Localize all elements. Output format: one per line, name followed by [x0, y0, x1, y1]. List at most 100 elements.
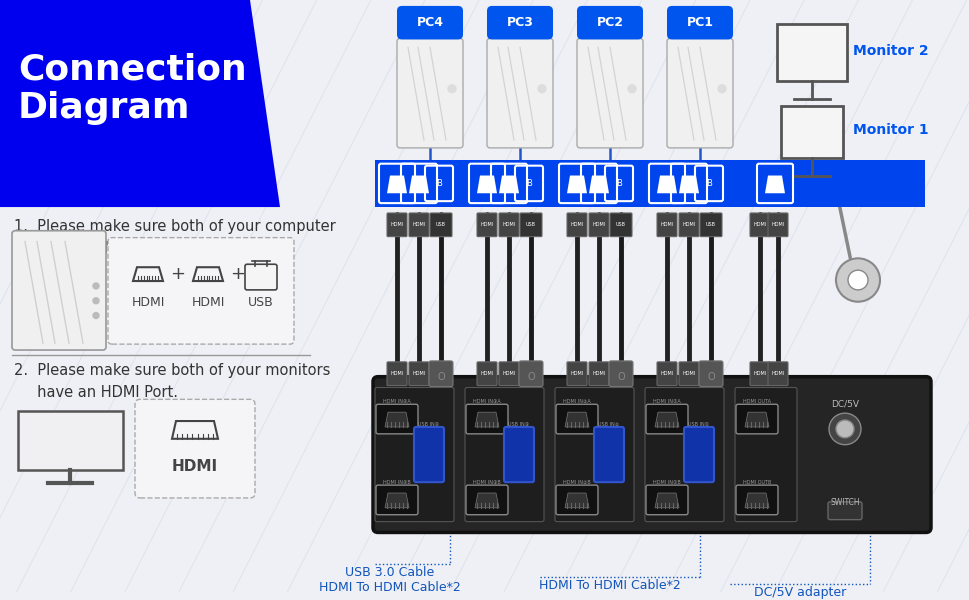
FancyBboxPatch shape — [477, 362, 496, 386]
FancyBboxPatch shape — [498, 362, 518, 386]
Text: HDMI IN①B: HDMI IN①B — [652, 480, 680, 485]
Text: HDMI IN②B: HDMI IN②B — [563, 480, 590, 485]
Text: USB IN②: USB IN② — [598, 422, 619, 427]
Circle shape — [828, 413, 860, 445]
Text: HDMI: HDMI — [570, 223, 583, 227]
Text: HDMI: HDMI — [592, 371, 605, 376]
Text: B: B — [525, 179, 531, 188]
Text: DC/5V: DC/5V — [830, 400, 859, 409]
Text: B: B — [615, 179, 621, 188]
Text: SWITCH: SWITCH — [829, 499, 859, 508]
FancyBboxPatch shape — [767, 213, 787, 236]
Text: O: O — [616, 371, 624, 382]
FancyBboxPatch shape — [518, 361, 543, 386]
Text: 1.  Please make sure both of your computer
     has 2 HDMI Ports + USB-A Port.: 1. Please make sure both of your compute… — [14, 219, 335, 256]
FancyBboxPatch shape — [735, 388, 797, 521]
FancyBboxPatch shape — [555, 404, 597, 434]
FancyBboxPatch shape — [387, 362, 407, 386]
FancyBboxPatch shape — [428, 361, 453, 386]
FancyBboxPatch shape — [464, 388, 544, 521]
FancyBboxPatch shape — [477, 213, 496, 236]
Bar — [780, 106, 842, 158]
FancyBboxPatch shape — [683, 427, 713, 482]
Text: HDMI IN③B: HDMI IN③B — [473, 480, 500, 485]
Text: PC1: PC1 — [686, 16, 713, 29]
Text: HDMI: HDMI — [172, 458, 218, 473]
Text: HDMI IN③A: HDMI IN③A — [473, 399, 500, 404]
Text: Monitor 1: Monitor 1 — [852, 123, 927, 137]
Circle shape — [93, 298, 99, 304]
Text: HDMI: HDMI — [191, 296, 225, 309]
FancyBboxPatch shape — [667, 6, 733, 40]
FancyBboxPatch shape — [245, 264, 277, 290]
FancyBboxPatch shape — [735, 404, 777, 434]
Text: HDMI: HDMI — [681, 223, 695, 227]
Polygon shape — [409, 176, 428, 193]
FancyBboxPatch shape — [409, 213, 428, 236]
Polygon shape — [475, 493, 498, 508]
Text: USB 3.0 Cable
HDMI To HDMI Cable*2: USB 3.0 Cable HDMI To HDMI Cable*2 — [319, 566, 460, 594]
Text: USB IN④: USB IN④ — [418, 422, 439, 427]
Text: HDMI: HDMI — [480, 223, 493, 227]
Text: HDMI IN②A: HDMI IN②A — [563, 399, 590, 404]
Text: HDMI: HDMI — [681, 371, 695, 376]
Polygon shape — [744, 493, 768, 508]
Text: HDMI: HDMI — [502, 371, 516, 376]
FancyBboxPatch shape — [429, 213, 452, 236]
Polygon shape — [477, 176, 496, 193]
FancyBboxPatch shape — [645, 485, 687, 515]
Text: HDMI: HDMI — [753, 223, 766, 227]
Circle shape — [717, 85, 725, 92]
Text: B: B — [436, 179, 442, 188]
Polygon shape — [654, 493, 678, 508]
Bar — [776, 23, 846, 81]
FancyBboxPatch shape — [555, 485, 597, 515]
Text: HDMI: HDMI — [390, 223, 403, 227]
Text: +: + — [171, 265, 185, 283]
FancyBboxPatch shape — [656, 362, 676, 386]
Circle shape — [448, 85, 455, 92]
Polygon shape — [564, 412, 588, 427]
Polygon shape — [744, 412, 768, 427]
Polygon shape — [654, 412, 678, 427]
Text: PC2: PC2 — [596, 16, 623, 29]
FancyBboxPatch shape — [135, 400, 255, 498]
Polygon shape — [564, 493, 588, 508]
FancyBboxPatch shape — [656, 213, 676, 236]
Text: 2.  Please make sure both of your monitors
     have an HDMI Port.: 2. Please make sure both of your monitor… — [14, 363, 330, 400]
Polygon shape — [678, 176, 699, 193]
FancyBboxPatch shape — [749, 362, 769, 386]
FancyBboxPatch shape — [375, 388, 453, 521]
Text: PC4: PC4 — [416, 16, 443, 29]
Text: Connection
Diagram: Connection Diagram — [18, 53, 246, 125]
FancyBboxPatch shape — [699, 361, 722, 386]
Polygon shape — [385, 493, 409, 508]
Polygon shape — [765, 176, 784, 193]
Text: USB: USB — [705, 223, 715, 227]
FancyBboxPatch shape — [376, 485, 418, 515]
Circle shape — [835, 259, 879, 302]
Text: HDMI: HDMI — [753, 371, 766, 376]
Polygon shape — [498, 176, 518, 193]
Text: HDMI: HDMI — [390, 371, 403, 376]
FancyBboxPatch shape — [609, 361, 633, 386]
FancyBboxPatch shape — [577, 38, 642, 148]
FancyBboxPatch shape — [645, 404, 687, 434]
FancyBboxPatch shape — [554, 388, 634, 521]
FancyBboxPatch shape — [828, 502, 861, 520]
Text: HDMI IN①A: HDMI IN①A — [652, 399, 680, 404]
Text: B: B — [705, 179, 711, 188]
FancyBboxPatch shape — [588, 362, 609, 386]
FancyBboxPatch shape — [588, 213, 609, 236]
FancyBboxPatch shape — [519, 213, 542, 236]
Text: HDMI To HDMI Cable*2: HDMI To HDMI Cable*2 — [539, 579, 680, 592]
FancyBboxPatch shape — [735, 485, 777, 515]
Text: USB: USB — [435, 223, 446, 227]
Text: USB: USB — [248, 296, 273, 309]
FancyBboxPatch shape — [465, 404, 508, 434]
Text: HDMI IN④A: HDMI IN④A — [383, 399, 411, 404]
FancyBboxPatch shape — [373, 377, 930, 532]
Polygon shape — [385, 412, 409, 427]
Text: O: O — [706, 371, 714, 382]
Text: USB IN③: USB IN③ — [508, 422, 529, 427]
